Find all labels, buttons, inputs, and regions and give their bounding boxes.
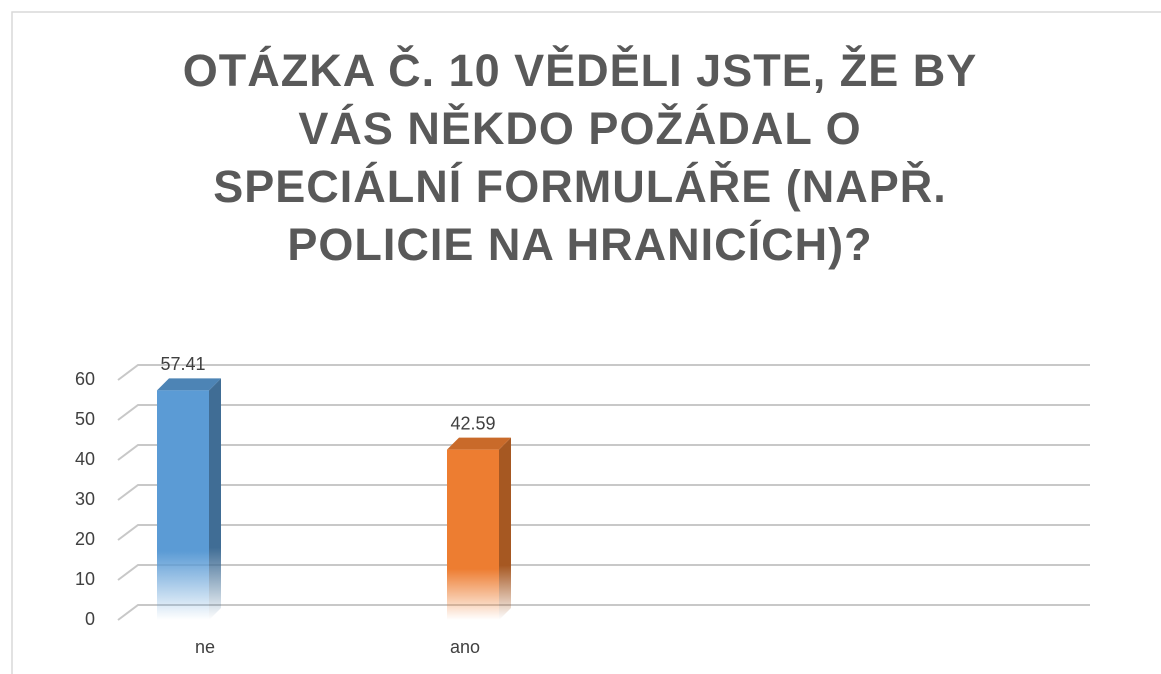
bar [157,390,209,620]
bar-side [209,378,221,620]
chart-border [11,11,1161,674]
chart-title: OTÁZKA Č. 10 VĚDĚLI JSTE, ŽE BY VÁS NĚKD… [182,45,978,270]
grid-line [117,604,1090,621]
bar [447,449,499,620]
bar-top [447,437,511,450]
x-tick-label: ano [450,637,480,657]
y-tick-label: 50 [75,409,95,429]
grid-line [117,444,1090,461]
bar-side [499,437,511,620]
grid-line [117,524,1090,541]
x-tick-label: ne [195,637,215,657]
y-tick-label: 20 [75,529,95,549]
grid-line [117,364,1090,381]
data-label: 57.41 [160,354,205,374]
y-tick-label: 0 [85,609,95,629]
bar-top [157,378,221,391]
y-tick-label: 10 [75,569,95,589]
y-tick-label: 30 [75,489,95,509]
grid-line [117,484,1090,501]
y-tick-label: 60 [75,369,95,389]
y-tick-label: 40 [75,449,95,469]
grid-line [117,564,1090,581]
grid-line [117,404,1090,421]
data-label: 42.59 [450,413,495,433]
